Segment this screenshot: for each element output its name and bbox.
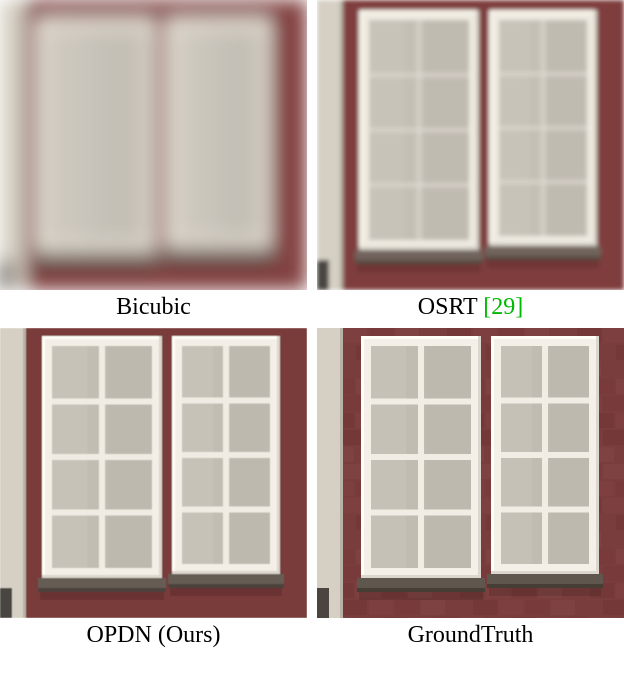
caption-opdn: OPDN (Ours) (87, 622, 221, 648)
comparison-figure: Bicubic OSRT [29] OPDN (Ours) GroundTrut… (0, 0, 624, 657)
caption-gt-label: GroundTruth (408, 622, 534, 648)
caption-gt: GroundTruth (408, 622, 534, 648)
caption-osrt-cite: [29] (483, 294, 523, 320)
panel-bicubic: Bicubic (0, 0, 307, 328)
image-gt (317, 328, 624, 618)
caption-osrt: OSRT [29] (418, 294, 523, 320)
panel-osrt: OSRT [29] (317, 0, 624, 328)
image-opdn (0, 328, 307, 618)
image-osrt (317, 0, 624, 290)
caption-bicubic: Bicubic (116, 294, 191, 320)
caption-opdn-label: OPDN (Ours) (87, 622, 221, 648)
panel-gt: GroundTruth (317, 328, 624, 656)
caption-osrt-label: OSRT (418, 294, 477, 320)
image-bicubic (0, 0, 307, 290)
panel-opdn: OPDN (Ours) (0, 328, 307, 656)
caption-bicubic-label: Bicubic (116, 294, 191, 320)
